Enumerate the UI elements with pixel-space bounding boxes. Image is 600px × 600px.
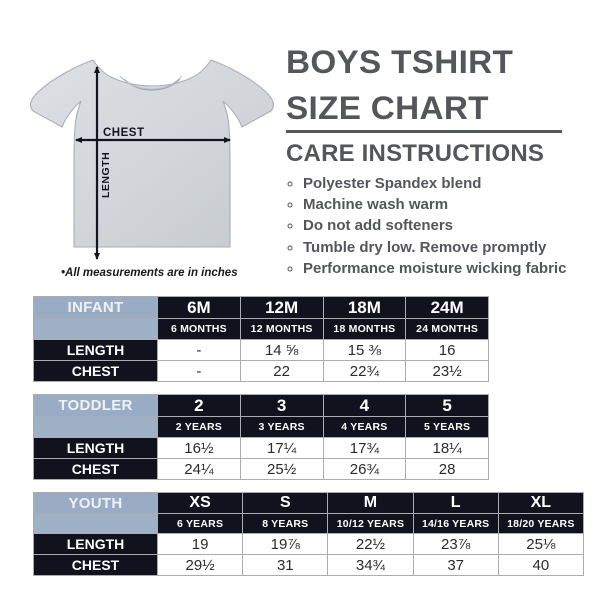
svg-text:LENGTH: LENGTH — [100, 152, 112, 198]
svg-text:CHEST: CHEST — [103, 127, 144, 139]
svg-text:•All measurements are in inche: •All measurements are in inches — [61, 267, 238, 279]
